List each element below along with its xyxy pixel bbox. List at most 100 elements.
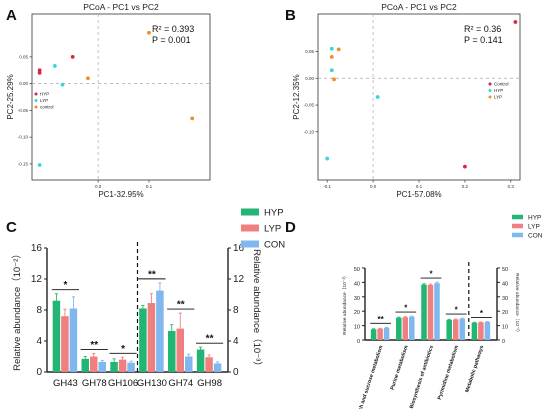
- pcoa-b-point-hyp: [329, 46, 334, 51]
- pcoa-a-legend-label-hyp: HYP: [40, 92, 49, 97]
- bar-c-legend-swatch-con: [241, 240, 259, 248]
- panel-letter-b: B: [285, 7, 296, 24]
- bar-d-ytick-left-label: 30: [354, 296, 360, 302]
- pcoa-a-point-hyp: [70, 54, 75, 59]
- bar-d-sig-label: *: [404, 304, 408, 313]
- pcoa-b-ytick-label: -0.05: [304, 103, 315, 108]
- bar-d-sig-label: *: [480, 309, 484, 318]
- bar-c-ylabel-right: Relative abundance（10⁻³）: [251, 249, 263, 371]
- bar-d-ylabel-left: Relative abundance（10⁻³）: [342, 273, 348, 334]
- bar-c-legend-label-con: CON: [264, 239, 285, 250]
- bar-c-bar-lyp: [147, 303, 156, 372]
- pcoa-a-xlabel: PC1-32.95%: [98, 190, 143, 199]
- bar-c-bar-lyp: [61, 316, 69, 372]
- pcoa-b-xtick-label: 0.1: [416, 184, 423, 189]
- pcoa-a-legend-label-control: control: [40, 105, 54, 110]
- bar-d-ytick-right-label: 30: [502, 296, 508, 302]
- bar-c-ytick-right-label: 8: [233, 305, 239, 316]
- pcoa-b-ytick-label: -0.10: [304, 129, 315, 134]
- pcoa-a-ytick-label: -0.15: [18, 161, 29, 166]
- bar-c-bar-lyp: [118, 359, 127, 372]
- bar-d-legend-label-con: CON: [528, 232, 543, 239]
- bar-c-bar-lyp: [205, 357, 213, 372]
- bar-chart-c: 0 4 8 12 16 0 4 8 12 16 Relative abundance（10⁻²） Re…: [11, 207, 285, 389]
- bar-c-bar-con: [69, 308, 78, 372]
- pcoa-b-point-hyp: [375, 95, 380, 99]
- bar-c-bar-hyp: [168, 330, 176, 372]
- bar-d-bar-lyp: [402, 317, 409, 340]
- pcoa-a-ytick-label: -0.05: [18, 108, 29, 113]
- bar-d-ytick-left-label: 10: [354, 325, 360, 331]
- bar-d-ytick-right-label: 40: [502, 281, 508, 287]
- bar-d-legend-swatch-hyp: [512, 214, 523, 220]
- bar-c-legend-swatch-hyp: [241, 208, 259, 216]
- bar-d-bar-lyp: [427, 284, 434, 340]
- panel-letter-d: D: [285, 219, 296, 236]
- bar-d-bar-hyp: [446, 319, 452, 340]
- bar-c-sig-label: **: [148, 269, 156, 280]
- bar-d-sig-label: *: [455, 306, 459, 315]
- pcoa-a-point-hyp: [37, 71, 42, 75]
- bar-d-ytick-left-label: 50: [354, 267, 360, 273]
- pcoa-b-xlabel: PC1-57.08%: [396, 190, 441, 199]
- bar-c-bar-hyp: [81, 358, 89, 372]
- pcoa-a-point-control: [190, 116, 195, 121]
- pcoa-b-legend-label-lyp: LYP: [494, 95, 502, 100]
- bar-c-bar-lyp: [176, 328, 184, 372]
- bar-d-ytick-left-label: 20: [354, 310, 360, 316]
- bar-c-category-label: GH43: [53, 378, 78, 389]
- bar-c-ytick-left-label: 16: [31, 243, 43, 254]
- pcoa-b-point-hyp: [325, 156, 330, 161]
- bar-d-bar-con: [459, 318, 465, 340]
- pcoa-a-plot-frame: [31, 13, 211, 181]
- bar-d-ytick-right-label: 10: [502, 325, 508, 331]
- pcoa-a-legend-label-lyp: LYP: [40, 98, 48, 103]
- bar-d-bar-lyp: [452, 319, 459, 340]
- bar-c-sig-label: **: [90, 340, 98, 351]
- bar-c-legend-label-lyp: LYP: [264, 223, 281, 234]
- pcoa-b-ytick-label: 0.05: [305, 49, 314, 54]
- pcoa-a-ytick-label: -0.10: [18, 135, 29, 140]
- pcoa-a-point-lyp: [52, 64, 57, 68]
- bar-d-bar-con: [383, 327, 390, 340]
- bar-d-ytick-left-label: 40: [354, 281, 360, 287]
- bar-c-bar-con: [185, 356, 193, 372]
- bar-d-bar-con: [484, 322, 491, 340]
- pcoa-a-xtick-label: 0.0: [95, 184, 102, 189]
- bar-c-ytick-right-label: 12: [233, 274, 245, 285]
- bar-c-category-label: GH74: [168, 378, 193, 389]
- bar-c-category-label: GH78: [82, 378, 107, 389]
- bar-d-ytick-right-label: 50: [502, 267, 508, 273]
- bar-c-sig-label: **: [177, 300, 185, 311]
- pcoa-b-r2-annotation: R² = 0.36: [464, 24, 501, 34]
- bar-d-category-label: Pyrimidine metabolism: [437, 344, 460, 400]
- bar-c-bar-hyp: [139, 308, 147, 372]
- bar-d-legend-swatch-con: [512, 232, 523, 238]
- bar-d-bar-lyp: [377, 328, 383, 340]
- bar-c-sig-label: *: [63, 280, 67, 291]
- bar-d-bar-hyp: [421, 284, 427, 340]
- bar-chart-d: 0 10 20 30 40 50 0 10 20 30 40 50 Relative abundance…: [342, 214, 543, 409]
- bar-d-sig-label: *: [429, 270, 433, 279]
- pcoa-b-legend-label-control: Control: [494, 82, 509, 87]
- pcoa-a-point-control: [86, 76, 90, 81]
- bar-c-ytick-left-label: 4: [36, 336, 42, 347]
- pcoa-chart-b: PCoA - PC1 vs PC2 -0.1 0.0 0.1 0.2 0.3 -0.10 -0…: [292, 2, 521, 199]
- bar-c-bar-con: [213, 363, 222, 372]
- pcoa-b-ytick-label: 0.00: [305, 76, 314, 81]
- pcoa-b-point-lyp: [332, 77, 336, 82]
- pcoa-a-legend-marker-lyp: [34, 99, 38, 102]
- pcoa-b-p-annotation: P = 0.141: [464, 35, 503, 45]
- pcoa-b-point-hyp: [329, 68, 334, 73]
- bar-d-ytick-right-label: 0: [502, 339, 505, 345]
- bar-c-bar-con: [127, 362, 135, 372]
- pcoa-b-legend-marker-lyp: [488, 95, 492, 99]
- pcoa-a-legend-marker-control: [34, 105, 38, 109]
- pcoa-b-xtick-label: 0.0: [370, 184, 377, 189]
- bar-c-ytick-right-label: 16: [233, 243, 245, 254]
- bar-c-bar-lyp: [90, 356, 98, 372]
- bar-d-ytick-left-label: 0: [357, 339, 360, 345]
- pcoa-b-xtick-label: 0.2: [462, 184, 469, 189]
- bar-d-category-label: Starch and sucrose metabolism: [355, 344, 385, 409]
